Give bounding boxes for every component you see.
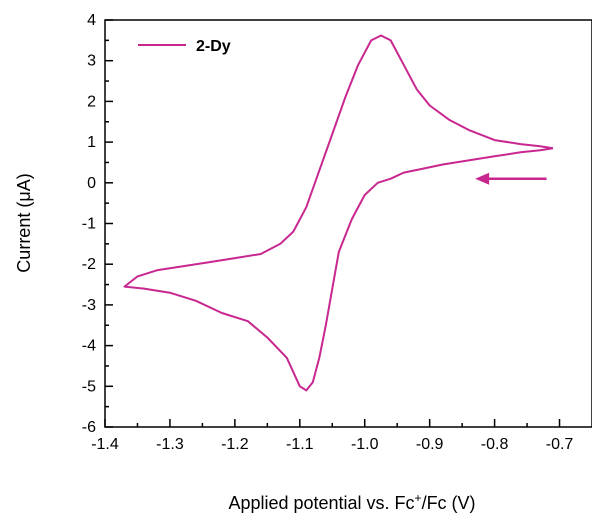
y-tick-label: 4: [87, 12, 96, 29]
legend-label-2-dy: 2-Dy: [196, 38, 231, 55]
y-tick-label: 1: [87, 134, 96, 151]
y-tick-label: -3: [82, 297, 96, 314]
x-tick-label: -0.9: [416, 436, 444, 453]
x-axis-title-superscript: +: [415, 491, 422, 505]
x-tick-label: -1.2: [221, 436, 249, 453]
x-tick-label: -1.4: [91, 436, 119, 453]
y-tick-label: 0: [87, 175, 96, 192]
y-tick-label: 3: [87, 53, 96, 70]
x-axis-title-main: Applied potential vs. Fc: [228, 493, 414, 513]
x-tick-label: -1.1: [286, 436, 314, 453]
y-tick-label: 2: [87, 93, 96, 110]
y-tick-label: -1: [82, 216, 96, 233]
x-tick-label: -1.3: [156, 436, 184, 453]
legend: 2-Dy: [138, 38, 231, 55]
x-tick-label: -0.8: [481, 436, 509, 453]
direction-arrow: [475, 172, 547, 185]
x-axis-title-unit: /Fc (V): [422, 493, 476, 513]
y-tick-label: -5: [82, 378, 96, 395]
arrow-head: [475, 172, 490, 185]
series-line-2-dy: [123, 34, 554, 392]
y-tick-label: -2: [82, 256, 96, 273]
x-tick-label: -1.0: [351, 436, 379, 453]
x-axis-ticks: -1.4 -1.3 -1.2 -1.1 -1.0 -0.9 -0.8 -0.7: [91, 419, 573, 453]
y-axis-title: Current (μA): [14, 173, 34, 272]
y-tick-label: -6: [82, 419, 96, 436]
x-tick-label: -0.7: [546, 436, 574, 453]
plot-frame: [104, 19, 592, 428]
y-tick-label: -4: [82, 338, 96, 355]
x-axis-title: Applied potential vs. Fc+/Fc (V): [228, 491, 475, 513]
y-axis-ticks: -6 -5 -4 -3 -2 -1 0 1 2 3 4: [82, 12, 113, 436]
